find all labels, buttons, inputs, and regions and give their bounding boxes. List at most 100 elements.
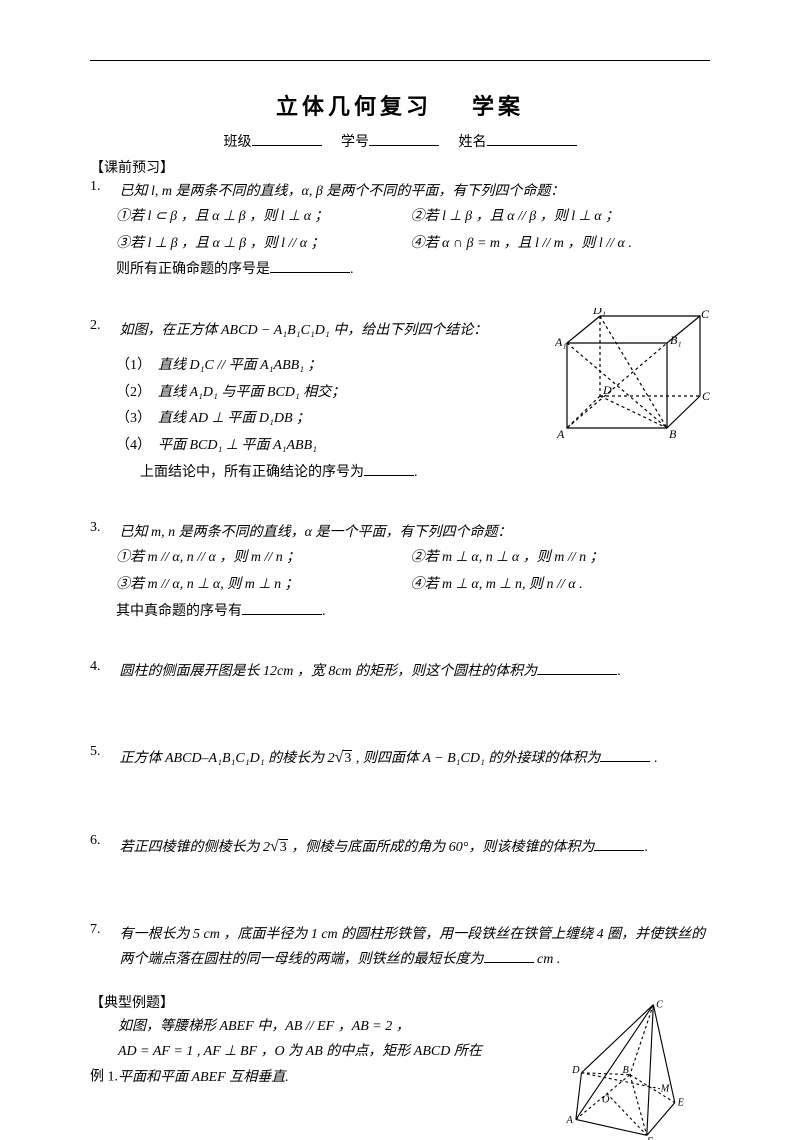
q3-tail-text: 其中真命题的序号有 <box>116 604 242 619</box>
q3-stem: 已知 m, n 是两条不同的直线，α 是一个平面，有下列四个命题： <box>120 520 710 545</box>
label-D1: D₁ <box>592 308 606 317</box>
page-title: 立体几何复习 学案 <box>90 89 710 121</box>
ex1-number: 例 1. <box>90 1070 118 1085</box>
q5-text-b: , 则四面体 A − B₁CD₁ 的外接球的体积为 <box>352 751 600 766</box>
sid-blank[interactable] <box>369 132 439 146</box>
example-1: 例 1.如图，等腰梯形 ABEF 中，AB // EF ，AB = 2 ，AD … <box>90 1014 710 1090</box>
q2-c3-text: 直线 AD ⊥ 平面 D₁DB ； <box>158 411 310 426</box>
top-rule <box>90 60 710 61</box>
label-A1: A₁ <box>555 335 567 349</box>
q2-c1-text: 直线 D₁C // 平面 A₁ABB₁ ； <box>158 358 322 373</box>
q5-answer-blank[interactable] <box>600 748 650 762</box>
question-5: 5. 正方体 ABCD–A₁B₁C₁D₁ 的棱长为 2√3 , 则四面体 A −… <box>90 744 710 773</box>
q3-number: 3. <box>90 520 116 536</box>
label-B1: B₁ <box>670 333 682 347</box>
q7-text-a: 有一根长为 5 cm ，底面半径为 1 cm 的圆柱形铁管，用一段铁丝在铁管上缠… <box>120 927 706 967</box>
q1-stem: 已知 l, m 是两条不同的直线，α, β 是两个不同的平面，有下列四个命题： <box>120 179 710 204</box>
ex1-label-B: B <box>623 1065 630 1076</box>
q5-body: 正方体 ABCD–A₁B₁C₁D₁ 的棱长为 2√3 , 则四面体 A − B₁… <box>120 744 710 773</box>
class-blank[interactable] <box>252 132 322 146</box>
ex1-body: 如图，等腰梯形 ABEF 中，AB // EF ，AB = 2 ，AD = AF… <box>118 1014 578 1090</box>
question-3: 3. 已知 m, n 是两条不同的直线，α 是一个平面，有下列四个命题： ①若 … <box>90 520 710 625</box>
q3-o4: ④若 m ⊥ α, m ⊥ n, 则 n // α . <box>411 572 702 599</box>
student-info-row: 班级 学号 姓名 <box>90 131 710 151</box>
ex1-l1: 如图，等腰梯形 ABEF 中，AB // EF ，AB = 2 ， <box>118 1019 410 1034</box>
q6-sqrt: 3 <box>279 839 288 855</box>
q2-stem: 如图，在正方体 ABCD − A₁B₁C₁D₁ 中，给出下列四个结论： <box>120 318 560 343</box>
cube-figure: D₁ C₁ A₁ B₁ D C A B <box>555 308 710 448</box>
q1-opt1: ①若 l ⊂ β ，且 α ⊥ β ，则 l ⊥ α ； <box>116 204 407 231</box>
q6-text-b: ，侧棱与底面所成的角为 60°，则该棱锥的体积为 <box>288 840 595 855</box>
q6-number: 6. <box>90 833 116 849</box>
q2-c4-text: 平面 BCD₁ ⊥ 平面 A₁ABB₁ <box>158 438 317 453</box>
q1-options-row2: ③若 l ⊥ β ，且 α ⊥ β ，则 l // α ； ④若 α ∩ β =… <box>90 231 710 258</box>
q4-answer-blank[interactable] <box>537 661 617 675</box>
ex1-label-O: O <box>602 1094 610 1105</box>
q2-c4-num: （4） <box>116 438 151 453</box>
q1-stem-text: 已知 l, m 是两条不同的直线，α, β 是两个不同的平面，有下列四个命题： <box>120 184 565 199</box>
section-preview: 【课前预习】 <box>90 157 710 177</box>
q2-c3-num: （3） <box>116 411 151 426</box>
q2-tail: 上面结论中，所有正确结论的序号为. <box>90 460 710 487</box>
ex1-label-F: F <box>646 1136 654 1139</box>
label-C: C <box>702 389 710 403</box>
question-2: 2. 如图，在正方体 ABCD − A₁B₁C₁D₁ 中，给出下列四个结论： <box>90 318 710 486</box>
ex1-label-C: C <box>656 1000 663 1010</box>
q6-body: 若正四棱锥的侧棱长为 2√3 ，侧棱与底面所成的角为 60°，则该棱锥的体积为. <box>120 833 710 862</box>
q1-opt2: ②若 l ⊥ β ，且 α // β ，则 l ⊥ α ； <box>411 204 702 231</box>
name-label: 姓名 <box>459 135 487 150</box>
ex1-l3: 平面和平面 ABEF 互相垂直. <box>118 1070 289 1085</box>
q3-row2: ③若 m // α, n ⊥ α, 则 m ⊥ n ； ④若 m ⊥ α, m … <box>90 572 710 599</box>
q1-number: 1. <box>90 179 116 195</box>
q5-text-c: . <box>650 751 657 766</box>
q2-c2-num: （2） <box>116 385 151 400</box>
ex1-label-E: E <box>677 1097 685 1108</box>
question-4: 4. 圆柱的侧面展开图是长 12cm ，宽 8cm 的矩形，则这个圆柱的体积为. <box>90 659 710 684</box>
q1-tail: 则所有正确命题的序号是. <box>90 257 710 284</box>
q1-tail-text: 则所有正确命题的序号是 <box>116 262 270 277</box>
title-main: 立体几何复习 <box>276 94 432 119</box>
q2-tail-text: 上面结论中，所有正确结论的序号为 <box>140 465 364 480</box>
label-C1: C₁ <box>701 308 710 321</box>
title-sub: 学案 <box>472 94 524 119</box>
q5-sqrt: 3 <box>343 750 352 766</box>
label-A: A <box>556 427 565 441</box>
q3-tail: 其中真命题的序号有. <box>90 599 710 626</box>
q4-body: 圆柱的侧面展开图是长 12cm ，宽 8cm 的矩形，则这个圆柱的体积为. <box>120 659 710 684</box>
q5-number: 5. <box>90 744 116 760</box>
q4-number: 4. <box>90 659 116 675</box>
q4-text-b: . <box>617 664 621 679</box>
q1-opt3: ③若 l ⊥ β ，且 α ⊥ β ，则 l // α ； <box>116 231 407 258</box>
label-D: D <box>602 383 612 397</box>
ex1-label-A: A <box>566 1115 574 1126</box>
question-7: 7. 有一根长为 5 cm ，底面半径为 1 cm 的圆柱形铁管，用一段铁丝在铁… <box>90 922 710 972</box>
q6-text-a: 若正四棱锥的侧棱长为 2 <box>120 840 271 855</box>
ex1-label-D: D <box>571 1065 580 1076</box>
q4-text-a: 圆柱的侧面展开图是长 12cm ，宽 8cm 的矩形，则这个圆柱的体积为 <box>120 664 538 679</box>
q7-number: 7. <box>90 922 116 938</box>
q7-text-b: cm . <box>534 952 561 967</box>
q7-answer-blank[interactable] <box>484 949 534 963</box>
sid-label: 学号 <box>341 135 369 150</box>
question-1: 1. 已知 l, m 是两条不同的直线，α, β 是两个不同的平面，有下列四个命… <box>90 179 710 284</box>
q5-text-a: 正方体 ABCD–A₁B₁C₁D₁ 的棱长为 2 <box>120 751 335 766</box>
ex1-label-M: M <box>660 1083 671 1094</box>
q7-body: 有一根长为 5 cm ，底面半径为 1 cm 的圆柱形铁管，用一段铁丝在铁管上缠… <box>120 922 710 972</box>
q6-text-c: . <box>644 840 648 855</box>
q1-opt4: ④若 α ∩ β = m ，且 l // m ，则 l // α . <box>411 231 702 258</box>
q6-answer-blank[interactable] <box>594 837 644 851</box>
class-label: 班级 <box>224 135 252 150</box>
name-blank[interactable] <box>487 132 577 146</box>
q1-answer-blank[interactable] <box>270 259 350 273</box>
q3-row1: ①若 m // α, n // α ，则 m // n ； ②若 m ⊥ α, … <box>90 545 710 572</box>
label-B: B <box>669 427 677 441</box>
q2-c2-text: 直线 A₁D₁ 与平面 BCD₁ 相交； <box>158 385 345 400</box>
q3-o1: ①若 m // α, n // α ，则 m // n ； <box>116 545 407 572</box>
q2-answer-blank[interactable] <box>364 462 414 476</box>
q3-answer-blank[interactable] <box>242 601 322 615</box>
question-6: 6. 若正四棱锥的侧棱长为 2√3 ，侧棱与底面所成的角为 60°，则该棱锥的体… <box>90 833 710 862</box>
q3-o2: ②若 m ⊥ α, n ⊥ α ，则 m // n ； <box>411 545 702 572</box>
q2-c1-num: （1） <box>116 358 151 373</box>
q2-number: 2. <box>90 318 116 334</box>
q1-options-row1: ①若 l ⊂ β ，且 α ⊥ β ，则 l ⊥ α ； ②若 l ⊥ β ，且… <box>90 204 710 231</box>
